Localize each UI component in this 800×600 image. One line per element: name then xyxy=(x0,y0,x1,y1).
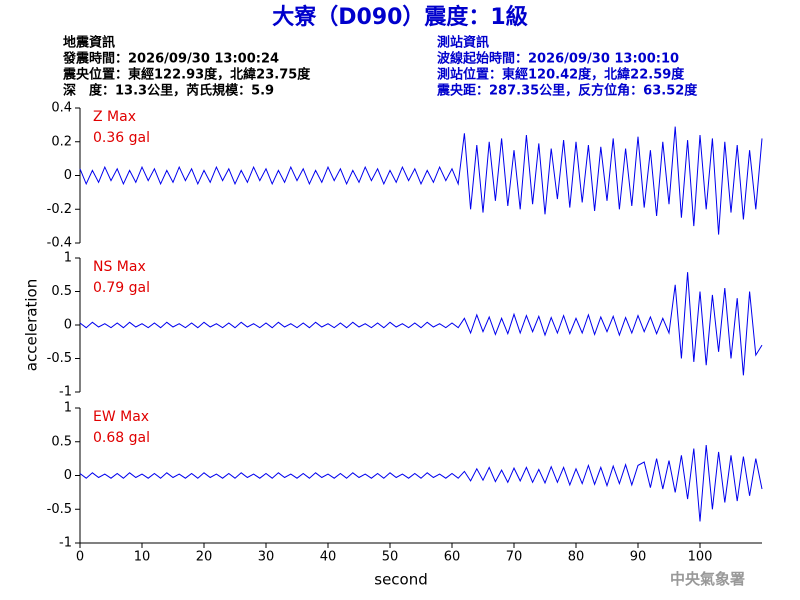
x-tick-label: 60 xyxy=(444,550,461,565)
x-tick-label: 50 xyxy=(382,550,399,565)
footer: 中央氣象署 xyxy=(670,570,745,588)
x-tick-label: 30 xyxy=(258,550,275,565)
x-tick-label: 90 xyxy=(630,550,647,565)
waveform xyxy=(79,445,763,522)
y-tick-label: 0.5 xyxy=(51,284,72,299)
y-axis-label: acceleration xyxy=(23,279,41,371)
y-tick-label: -0.5 xyxy=(47,351,72,366)
waveform xyxy=(79,126,763,235)
panel-title: NS Max xyxy=(93,259,146,275)
y-tick-label: -1 xyxy=(59,536,72,551)
panel-title: EW Max xyxy=(93,409,149,425)
y-tick-label: -0.4 xyxy=(47,236,72,251)
x-tick-label: 10 xyxy=(134,550,151,565)
y-tick-label: 1 xyxy=(64,401,72,416)
x-tick-label: 70 xyxy=(506,550,523,565)
x-tick-label: 40 xyxy=(320,550,337,565)
x-tick-label: 20 xyxy=(196,550,213,565)
y-tick-label: -0.5 xyxy=(47,502,72,517)
waveform xyxy=(79,272,763,376)
y-tick-label: 0 xyxy=(64,168,72,183)
info-line: 震央距：287.35公里，反方位角：63.52度 xyxy=(436,83,698,99)
x-axis-label: second xyxy=(374,571,428,589)
y-tick-label: -0.2 xyxy=(47,202,72,217)
info-line: 深 度：13.3公里，芮氏規模：5.9 xyxy=(63,83,274,99)
y-tick-label: 0.2 xyxy=(51,134,72,149)
panel-title: Z Max xyxy=(93,109,136,125)
info-line: 震央位置：東經122.93度，北緯23.75度 xyxy=(62,67,311,83)
y-tick-label: 1 xyxy=(64,251,72,266)
info-line: 測站資訊 xyxy=(437,35,489,51)
y-tick-label: 0 xyxy=(64,468,72,483)
y-tick-label: 0.4 xyxy=(51,101,72,116)
y-tick-label: 0 xyxy=(64,318,72,333)
y-tick-label: -1 xyxy=(59,385,72,400)
max-value: 0.36 gal xyxy=(93,130,150,146)
x-tick-label: 80 xyxy=(568,550,585,565)
x-tick-label: 100 xyxy=(688,550,713,565)
info-line: 地震資訊 xyxy=(63,35,115,51)
max-value: 0.68 gal xyxy=(93,430,150,446)
x-tick-label: 0 xyxy=(76,550,84,565)
info-line: 發震時間：2026/09/30 13:00:24 xyxy=(62,51,279,67)
info-line: 波線起始時間：2026/09/30 13:00:10 xyxy=(437,51,679,67)
max-value: 0.79 gal xyxy=(93,280,150,296)
chart-title: 大寮（D090）震度：1級 xyxy=(272,4,528,30)
y-tick-label: 0.5 xyxy=(51,434,72,449)
info-line: 測站位置：東經120.42度，北緯22.59度 xyxy=(437,67,685,83)
